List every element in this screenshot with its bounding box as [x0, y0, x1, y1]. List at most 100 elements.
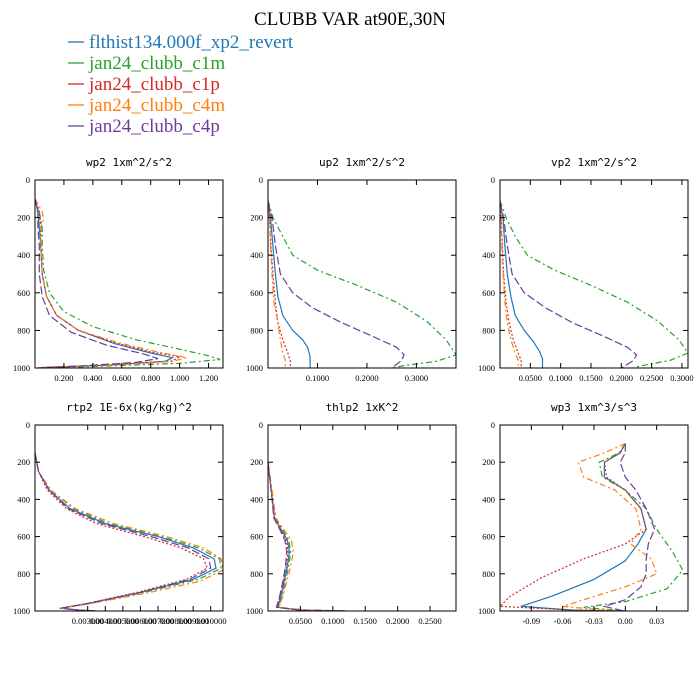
y-tick-label: 400 — [482, 250, 495, 260]
y-tick-label: 800 — [250, 325, 263, 335]
y-tick-label: 0 — [26, 175, 30, 185]
main-title: CLUBB VAR at90E,30N — [254, 9, 446, 30]
y-tick-label: 0 — [491, 175, 495, 185]
axis-frame — [34, 179, 224, 369]
series-line — [500, 200, 688, 368]
legend-entry: jan24_clubb_c4m — [88, 95, 225, 116]
series-line — [35, 198, 159, 368]
legend-entry: jan24_clubb_c4p — [88, 116, 220, 137]
series-line — [500, 443, 647, 611]
y-tick-label: 0 — [259, 175, 263, 185]
chart-panel: thlp2 1xK^2 0 200 400 600 800 1000 0.0500 0.1000… — [246, 401, 457, 626]
series-line — [500, 202, 638, 368]
x-tick-label: 0.2000 — [386, 616, 409, 626]
series-line — [602, 443, 656, 611]
series-line — [35, 198, 221, 368]
y-tick-label: 800 — [17, 325, 30, 335]
y-tick-label: 1000 — [246, 363, 263, 373]
series-line — [268, 202, 311, 368]
y-tick-label: 600 — [17, 288, 30, 298]
chart-panel: vp2 1xm^2/s^2 0 200 400 600 800 1000 0.0500 0.10… — [478, 156, 694, 383]
legend-entry: jan24_clubb_c1m — [88, 53, 225, 74]
x-tick-label: 1.200 — [199, 373, 218, 383]
series-line — [35, 198, 187, 368]
series-line — [268, 202, 286, 368]
x-tick-label: 0.003000 — [72, 616, 104, 626]
panel-title: vp2 1xm^2/s^2 — [551, 156, 637, 169]
legend-entry: flthist134.000f_xp2_revert — [89, 32, 294, 53]
panel-title: rtp2 1E-6x(kg/kg)^2 — [66, 401, 192, 414]
y-tick-label: 200 — [482, 213, 495, 223]
x-tick-label: 0.03 — [649, 616, 664, 626]
series-line — [268, 462, 346, 611]
series-line — [35, 452, 208, 611]
y-tick-label: 1000 — [246, 606, 263, 616]
chart-panel: rtp2 1E-6x(kg/kg)^2 0 200 400 600 800 1000 0.00… — [13, 401, 227, 626]
series-line — [268, 462, 346, 611]
x-tick-label: 0.0500 — [289, 616, 312, 626]
x-tick-label: 0.600 — [112, 373, 131, 383]
series-line — [268, 202, 405, 368]
y-tick-label: 800 — [482, 569, 495, 579]
x-tick-label: 0.1500 — [354, 616, 377, 626]
x-tick-label: 0.009000 — [177, 616, 209, 626]
x-tick-label: 0.2500 — [418, 616, 441, 626]
x-tick-label: 0.2000 — [355, 373, 378, 383]
legend-entry: jan24_clubb_c1p — [88, 74, 220, 95]
axis-frame — [499, 179, 689, 369]
y-tick-label: 1000 — [478, 606, 495, 616]
x-tick-label: 0.1000 — [321, 616, 344, 626]
axis-frame — [499, 424, 689, 612]
y-tick-label: 200 — [250, 213, 263, 223]
y-tick-label: 400 — [17, 250, 30, 260]
y-tick-label: 400 — [250, 250, 263, 260]
x-tick-label: 0.010000 — [195, 616, 227, 626]
x-tick-label: 0.1500 — [579, 373, 602, 383]
y-tick-label: 0 — [26, 420, 30, 430]
series-line — [583, 443, 684, 611]
axis-frame — [34, 424, 224, 612]
y-tick-label: 600 — [482, 288, 495, 298]
x-tick-label: -0.09 — [522, 616, 540, 626]
y-tick-label: 200 — [17, 213, 30, 223]
chart-panel: wp2 1xm^2/s^2 0 200 400 600 800 1000 0.200 0.400… — [13, 156, 224, 383]
series-line — [35, 198, 182, 368]
y-tick-label: 600 — [482, 532, 495, 542]
series-line — [520, 443, 647, 611]
series-line — [35, 452, 223, 611]
series-line — [500, 202, 519, 368]
x-tick-label: 0.800 — [141, 373, 160, 383]
x-tick-label: 0.0500 — [519, 373, 542, 383]
y-tick-label: 600 — [17, 532, 30, 542]
x-tick-label: 0.1000 — [306, 373, 329, 383]
y-tick-label: 200 — [250, 457, 263, 467]
series-line — [500, 202, 544, 368]
x-tick-label: 0.3000 — [405, 373, 428, 383]
panel-title: wp2 1xm^2/s^2 — [86, 156, 172, 169]
x-tick-label: 0.1000 — [549, 373, 572, 383]
y-tick-label: 400 — [17, 494, 30, 504]
x-tick-label: 1.000 — [170, 373, 189, 383]
y-tick-label: 0 — [491, 420, 495, 430]
chart-panel: wp3 1xm^3/s^3 0 200 400 600 800 1000 -0.09 -0.06… — [478, 401, 689, 626]
series-line — [268, 462, 346, 611]
chart-panels: wp2 1xm^2/s^2 0 200 400 600 800 1000 0.200 0.400… — [13, 156, 694, 626]
y-tick-label: 1000 — [13, 606, 30, 616]
x-tick-label: 0.006000 — [124, 616, 156, 626]
x-tick-label: 0.004000 — [89, 616, 121, 626]
y-tick-label: 200 — [482, 457, 495, 467]
panel-title: up2 1xm^2/s^2 — [319, 156, 405, 169]
series-line — [268, 462, 346, 611]
panel-title: wp3 1xm^3/s^3 — [551, 401, 637, 414]
y-tick-label: 800 — [250, 569, 263, 579]
x-tick-label: 0.2000 — [610, 373, 633, 383]
y-tick-label: 1000 — [13, 363, 30, 373]
x-tick-label: -0.03 — [585, 616, 603, 626]
x-tick-label: 0.008000 — [160, 616, 192, 626]
y-tick-label: 400 — [482, 494, 495, 504]
chart-panel: up2 1xm^2/s^2 0 200 400 600 800 1000 0.1000 0.20… — [246, 156, 457, 383]
x-tick-label: 0.3000 — [670, 373, 693, 383]
y-tick-label: 800 — [482, 325, 495, 335]
x-tick-label: 0.200 — [54, 373, 73, 383]
